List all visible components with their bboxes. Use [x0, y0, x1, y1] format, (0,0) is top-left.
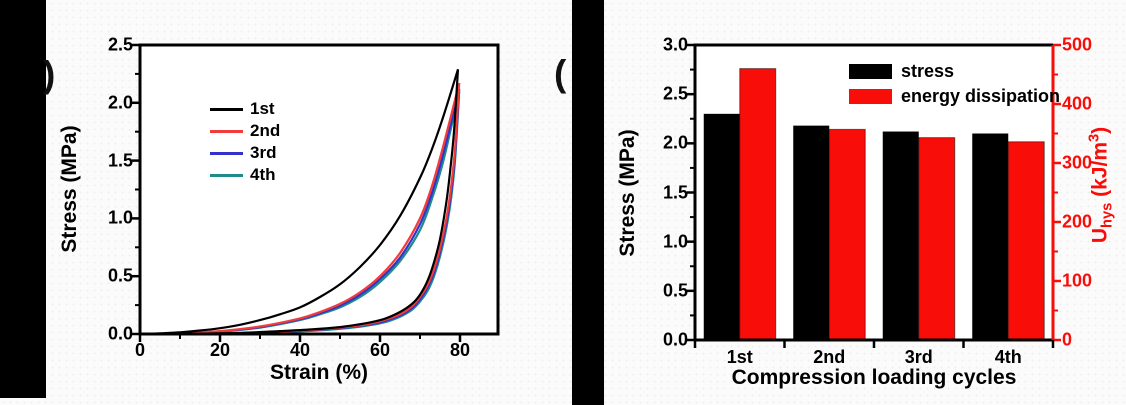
legend-item-4th: 4th — [210, 164, 280, 186]
right-chart-left-y-tick-2.0: 2.0 — [662, 132, 688, 153]
right-chart-left-y-tick-1.0: 1.0 — [662, 231, 688, 252]
uhys-sub: hys — [1099, 202, 1116, 229]
uhys-end: ) — [1088, 126, 1112, 134]
right-chart-left-y-tick-0.5: 0.5 — [662, 280, 688, 301]
bar-energy-1st — [739, 68, 777, 341]
left-chart-x-tick-80: 80 — [449, 340, 471, 360]
left-chart-y-tick-0.5: 0.5 — [107, 265, 133, 286]
legend-item-energy-dissipation: energy dissipation — [849, 85, 1061, 106]
bar-stress-1st — [703, 113, 740, 340]
curve-unloading-1st — [179, 69, 460, 336]
left-chart-y-tick-0.0: 0.0 — [107, 323, 133, 344]
right-chart-right-y-tick-300: 300 — [1062, 152, 1093, 173]
legend-label-3rd: 3rd — [250, 143, 277, 162]
right-chart-category-2nd: 2nd — [813, 347, 846, 367]
right-chart-x-axis-title: Compression loading cycles — [731, 366, 1017, 389]
bar-energy-4th — [1007, 141, 1045, 341]
legend-item-3rd: 3rd — [210, 142, 280, 164]
legend-item-stress: stress — [849, 60, 1060, 81]
bar-stress-3rd — [882, 131, 919, 340]
right-chart-right-y-tick-200: 200 — [1062, 211, 1093, 232]
left-chart-legend: 1st 2nd 3rd 4th — [210, 98, 280, 186]
legend-label-2nd: 2nd — [250, 121, 281, 140]
black-strip-middle — [572, 0, 604, 405]
legend-item-2nd: 2nd — [210, 120, 280, 142]
right-chart-right-y-tick-0: 0 — [1062, 329, 1073, 350]
black-strip-left — [0, 0, 46, 398]
left-chart-x-axis-title: Strain (%) — [269, 361, 369, 384]
bar-stress-4th — [972, 133, 1009, 340]
legend-swatch-energy-dissipation — [849, 88, 892, 104]
left-chart-y-tick-1.5: 1.5 — [107, 150, 133, 171]
right-chart-left-y-tick-1.5: 1.5 — [662, 182, 688, 202]
right-chart-legend: stress energy dissipation — [849, 60, 1061, 113]
right-chart-category-4th: 4th — [994, 347, 1022, 367]
curve-loading-2nd — [139, 82, 461, 336]
legend-swatch-stress — [849, 63, 892, 79]
legend-line-1st — [210, 107, 243, 111]
right-chart-right-y-tick-400: 400 — [1062, 93, 1093, 114]
legend-line-2nd — [210, 129, 243, 133]
left-chart-y-tick-1.0: 1.0 — [107, 207, 133, 228]
right-chart-left-y-tick-0.0: 0.0 — [662, 329, 688, 350]
left-chart-y-tick-2.0: 2.0 — [107, 92, 133, 113]
left-chart-y-axis-title: Stress (MPa) — [58, 125, 81, 253]
legend-label-4th: 4th — [250, 165, 276, 184]
bar-stress-2nd — [793, 125, 830, 340]
right-chart-category-3rd: 3rd — [904, 347, 933, 367]
right-chart-left-y-axis-title: Stress (MPa) — [616, 129, 639, 257]
right-chart-right-y-tick-100: 100 — [1062, 270, 1093, 291]
left-chart-x-tick-40: 40 — [289, 340, 311, 360]
left-chart-x-tick-60: 60 — [369, 340, 391, 360]
left-chart-y-tick-2.5: 2.5 — [107, 34, 133, 55]
left-chart-x-tick-20: 20 — [209, 340, 231, 360]
right-chart-left-y-tick-3.0: 3.0 — [662, 34, 688, 55]
panel-label-b-partial: ( — [554, 53, 567, 94]
right-chart-left-y-tick-2.5: 2.5 — [662, 83, 688, 104]
legend-label-energy-dissipation: energy dissipation — [901, 85, 1061, 106]
legend-line-4th — [210, 173, 243, 177]
legend-item-1st: 1st — [210, 98, 280, 120]
panel-label-a-partial: ) — [43, 54, 56, 95]
bar-energy-2nd — [828, 128, 866, 341]
right-chart-category-1st: 1st — [726, 347, 753, 367]
legend-label-1st: 1st — [250, 99, 275, 118]
curve-loading-1st — [139, 68, 460, 336]
bar-energy-3rd — [918, 137, 956, 341]
uhys-sup: 3 — [1086, 133, 1103, 142]
legend-label-stress: stress — [901, 60, 955, 81]
legend-line-3rd — [210, 151, 243, 155]
left-chart-x-tick-0: 0 — [134, 340, 146, 360]
right-chart-right-y-tick-500: 500 — [1062, 34, 1093, 55]
